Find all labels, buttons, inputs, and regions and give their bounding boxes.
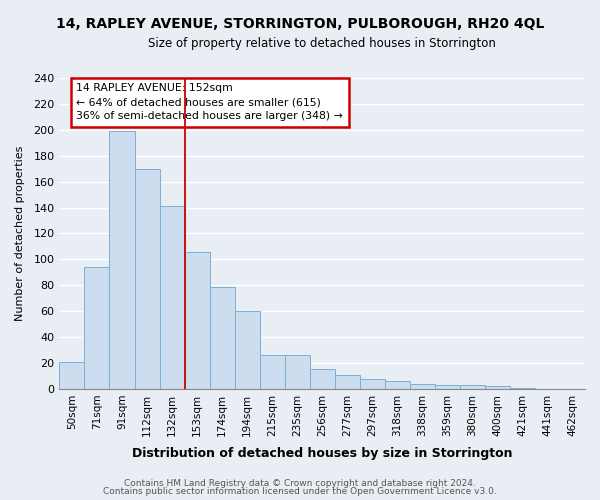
Bar (160, 206, 185, 389)
Bar (485, 386, 510, 389)
Bar (385, 381, 410, 389)
Text: 14 RAPLEY AVENUE: 152sqm
← 64% of detached houses are smaller (615)
36% of semi-: 14 RAPLEY AVENUE: 152sqm ← 64% of detach… (76, 83, 343, 121)
Bar (85, 267, 109, 389)
Bar (260, 355, 284, 389)
Bar (59, 362, 85, 389)
Y-axis label: Number of detached properties: Number of detached properties (15, 146, 25, 321)
Title: Size of property relative to detached houses in Storrington: Size of property relative to detached ho… (148, 38, 496, 51)
Text: Contains HM Land Registry data © Crown copyright and database right 2024.: Contains HM Land Registry data © Crown c… (124, 479, 476, 488)
Bar (235, 311, 260, 389)
Text: Contains public sector information licensed under the Open Government Licence v3: Contains public sector information licen… (103, 487, 497, 496)
Bar (209, 286, 235, 389)
Bar (360, 378, 385, 389)
Bar (335, 374, 360, 389)
Bar (109, 131, 134, 389)
Bar (435, 385, 460, 389)
Bar (284, 355, 310, 389)
Bar (460, 385, 485, 389)
Bar (510, 388, 535, 389)
Bar (134, 168, 160, 389)
Text: 14, RAPLEY AVENUE, STORRINGTON, PULBOROUGH, RH20 4QL: 14, RAPLEY AVENUE, STORRINGTON, PULBOROU… (56, 18, 544, 32)
Bar (410, 384, 435, 389)
Bar (185, 252, 209, 389)
X-axis label: Distribution of detached houses by size in Storrington: Distribution of detached houses by size … (132, 447, 512, 460)
Bar (310, 370, 335, 389)
